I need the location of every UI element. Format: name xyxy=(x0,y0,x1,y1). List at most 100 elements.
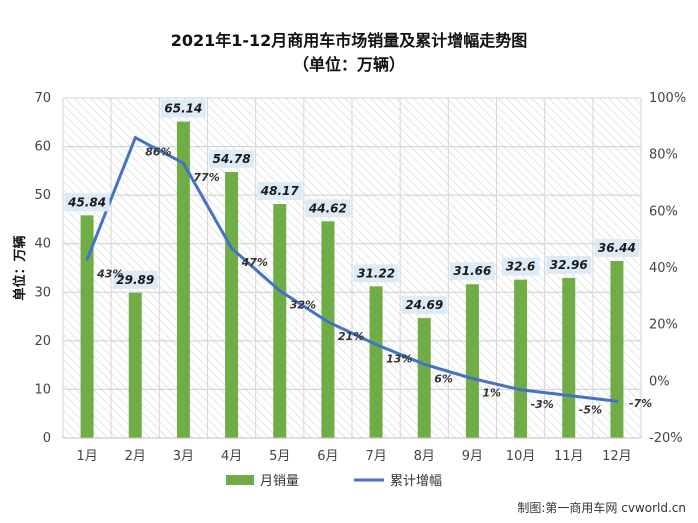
bar-8月 xyxy=(417,318,431,438)
y-tick-label: 10 xyxy=(34,382,51,397)
line-series xyxy=(85,136,619,403)
line-point-1月 xyxy=(85,258,89,261)
line-value-label: -7% xyxy=(629,397,652,410)
legend-label-bars: 月销量 xyxy=(260,474,299,489)
line-value-label: 47% xyxy=(241,256,268,269)
line-point-11月 xyxy=(567,394,571,397)
y-tick-label: 0 xyxy=(43,431,51,446)
legend: 月销量 累计增幅 xyxy=(226,474,442,489)
y-axis-label: 单位：万辆 xyxy=(12,235,28,300)
grid-lines xyxy=(62,97,642,439)
bar-value-label: 54.78 xyxy=(213,152,251,166)
chart-subtitle: （单位：万辆） xyxy=(293,55,405,74)
bar-4月 xyxy=(225,171,239,438)
bar-value-label: 36.44 xyxy=(598,241,636,255)
bar-value-label: 65.14 xyxy=(164,102,202,116)
x-tick-label: 12月 xyxy=(602,449,632,464)
data-labels: 45.84 29.89 65.14 54.78 48.17 44.62 31.22 24.69… xyxy=(64,99,652,417)
bar-label-box xyxy=(353,264,399,283)
line-value-label: 21% xyxy=(338,330,364,343)
x-tick-label: 4月 xyxy=(221,449,242,464)
line-value-label: 77% xyxy=(193,171,219,184)
bar-3月 xyxy=(176,121,190,438)
bar-label-box xyxy=(594,239,640,258)
line-point-7月 xyxy=(374,343,378,346)
bar-label-box xyxy=(305,199,351,218)
bar-label-box xyxy=(112,270,158,289)
bar-12月 xyxy=(610,261,624,438)
line-value-label: -5% xyxy=(579,404,602,417)
bar-11月 xyxy=(562,277,576,438)
line-point-2月 xyxy=(133,136,137,140)
y2-tick-label: 0% xyxy=(649,374,670,389)
x-tick-label: 3月 xyxy=(173,449,194,464)
line-point-3月 xyxy=(181,161,185,165)
bar-10月 xyxy=(514,279,528,438)
bar-5月 xyxy=(273,204,287,438)
line-point-4月 xyxy=(230,246,234,250)
bar-label-box xyxy=(449,262,495,281)
line-point-8月 xyxy=(422,362,426,366)
y2-tick-label: 100% xyxy=(649,91,686,106)
x-tick-label: 6月 xyxy=(317,449,338,464)
line-value-label: 43% xyxy=(96,268,123,281)
bar-label-box xyxy=(209,149,255,168)
y2-tick-label: -20% xyxy=(649,431,683,446)
bar-value-label: 31.66 xyxy=(453,264,491,278)
y-tick-label: 20 xyxy=(34,334,51,349)
line-value-label: 13% xyxy=(386,353,412,366)
x-tick-label: 2月 xyxy=(125,449,146,464)
y-tick-label: 60 xyxy=(34,140,51,155)
bar-value-label: 32.96 xyxy=(550,258,588,272)
y2-tick-label: 40% xyxy=(649,261,678,276)
chart-credit: 制图:第一商用车网 cvworld.cn xyxy=(517,500,686,515)
line-point-9月 xyxy=(470,377,474,380)
growth-line xyxy=(85,136,618,403)
x-tick-label: 8月 xyxy=(414,449,435,464)
y-tick-label: 40 xyxy=(34,237,51,252)
line-point-10月 xyxy=(519,388,523,392)
bar-9月 xyxy=(465,284,479,438)
bar-value-label: 31.22 xyxy=(357,266,395,280)
bar-label-box xyxy=(160,99,206,118)
y-tick-label: 30 xyxy=(34,285,51,300)
bar-label-box xyxy=(501,257,540,276)
line-value-label: 6% xyxy=(434,372,453,385)
bar-1月 xyxy=(80,215,94,438)
axes: 0 10 20 30 40 50 60 70 -20% 0% 20% 40% 60% 80% 100% 1月 2… xyxy=(34,91,686,464)
x-tick-label: 5月 xyxy=(269,449,290,464)
x-tick-label: 9月 xyxy=(462,449,483,464)
legend-label-line: 累计增幅 xyxy=(390,474,442,489)
bar-value-label: 44.62 xyxy=(308,201,347,215)
y-tick-label: 50 xyxy=(34,188,51,203)
legend-swatch-bars xyxy=(226,475,254,485)
bar-label-box xyxy=(257,182,303,201)
bar-7月 xyxy=(369,286,383,438)
x-tick-label: 7月 xyxy=(365,449,386,464)
line-point-6月 xyxy=(326,320,330,324)
y2-tick-label: 80% xyxy=(649,148,678,163)
x-tick-label: 10月 xyxy=(506,449,536,464)
line-point-12月 xyxy=(615,399,619,403)
x-tick-label: 11月 xyxy=(554,449,584,464)
bar-label-box xyxy=(64,193,110,212)
bar-label-box xyxy=(401,296,447,315)
bar-value-label: 29.89 xyxy=(116,273,154,287)
bar-value-label: 32.6 xyxy=(506,260,536,274)
bar-label-box xyxy=(546,255,592,274)
chart-title: 2021年1-12月商用车市场销量及累计增幅走势图 xyxy=(171,31,528,50)
bars-series xyxy=(80,121,624,438)
y2-tick-label: 20% xyxy=(649,318,678,333)
bar-2月 xyxy=(128,292,142,438)
bar-6月 xyxy=(321,221,335,438)
bar-value-label: 24.69 xyxy=(405,298,443,312)
line-value-label: 86% xyxy=(145,146,171,159)
y-tick-label: 70 xyxy=(34,91,51,106)
line-value-label: 1% xyxy=(482,387,501,400)
line-value-label: -3% xyxy=(531,398,554,411)
line-point-5月 xyxy=(278,289,282,293)
x-tick-label: 1月 xyxy=(76,449,97,464)
line-value-label: 32% xyxy=(290,299,316,312)
bar-value-label: 48.17 xyxy=(260,184,300,198)
